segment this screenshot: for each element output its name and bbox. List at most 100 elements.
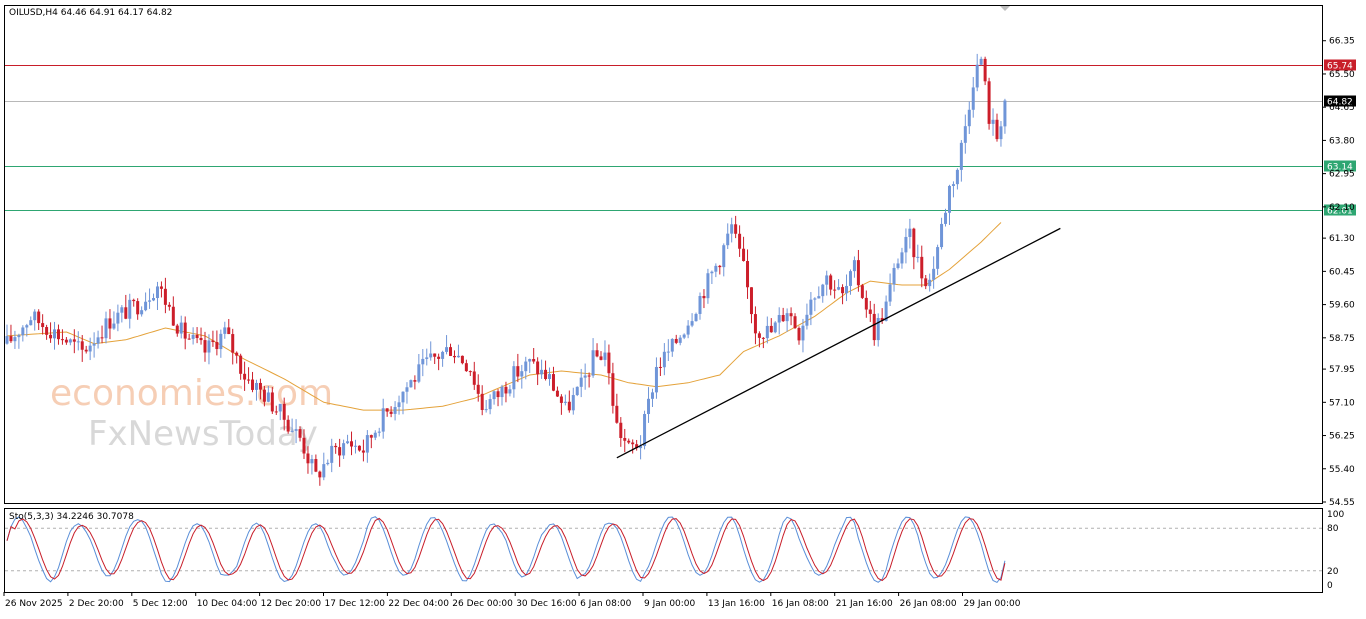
level-tag-bg-65.74 bbox=[1324, 59, 1356, 71]
x-tick-label: 30 Dec 16:00 bbox=[516, 599, 577, 609]
candle-body bbox=[571, 395, 575, 411]
moving-average bbox=[6, 222, 1002, 411]
candle-body bbox=[694, 313, 698, 322]
candle-body bbox=[971, 87, 975, 110]
candle-body bbox=[68, 339, 72, 343]
candle-body bbox=[314, 459, 318, 472]
candle-body bbox=[500, 386, 504, 398]
trendline bbox=[616, 227, 1061, 459]
y-tick-label: 55.40 bbox=[1329, 465, 1355, 475]
x-tick-label: 6 Jan 08:00 bbox=[580, 599, 632, 609]
stochastic-tick-label: 80 bbox=[1327, 524, 1339, 534]
x-tick-label: 22 Dec 04:00 bbox=[388, 599, 449, 609]
stochastic-header: Sto(5,3,3) 34.2246 30.7078 bbox=[9, 512, 134, 522]
stochastic-lines: 100 80 20 0 bbox=[5, 510, 1344, 591]
candle-body bbox=[112, 323, 116, 329]
y-tick-label: 58.75 bbox=[1329, 334, 1355, 344]
candle-body bbox=[963, 126, 967, 143]
candle-body bbox=[108, 318, 112, 329]
candle-body bbox=[797, 328, 801, 341]
candle-body bbox=[746, 261, 750, 288]
candle-body bbox=[880, 317, 884, 321]
candle-body bbox=[647, 398, 651, 415]
y-tick-label: 60.45 bbox=[1329, 267, 1355, 277]
candle-body bbox=[56, 329, 60, 340]
candle-body bbox=[682, 334, 686, 338]
candle-body bbox=[738, 233, 742, 249]
y-tick-label: 54.55 bbox=[1329, 498, 1355, 508]
x-tick-label: 12 Dec 20:00 bbox=[261, 599, 322, 609]
candle-body bbox=[789, 313, 793, 317]
candle-body bbox=[670, 338, 674, 352]
y-tick-label: 56.25 bbox=[1329, 432, 1355, 442]
candle-body bbox=[377, 431, 381, 433]
candle-body bbox=[575, 386, 579, 396]
stochastic-signal-line bbox=[6, 517, 1006, 582]
candle-body bbox=[702, 296, 706, 299]
candle-body bbox=[76, 341, 80, 343]
candle-body bbox=[809, 299, 813, 315]
candle-body bbox=[928, 279, 932, 287]
watermark-economies: economies.com bbox=[50, 373, 333, 414]
chart-shift-marker[interactable] bbox=[1000, 6, 1010, 11]
candle-body bbox=[856, 260, 860, 286]
candle-body bbox=[480, 393, 484, 410]
candle-body bbox=[302, 437, 306, 454]
candle-body bbox=[365, 435, 369, 453]
candle-body bbox=[350, 441, 354, 447]
candle-body bbox=[504, 386, 508, 394]
candle-body bbox=[64, 339, 68, 343]
candle-body bbox=[813, 298, 817, 300]
candle-body bbox=[686, 325, 690, 335]
candle-body bbox=[492, 391, 496, 400]
candle-body bbox=[369, 435, 373, 438]
candle-body bbox=[757, 333, 761, 338]
candle-body bbox=[904, 236, 908, 253]
candle-body bbox=[888, 284, 892, 302]
candle-body bbox=[924, 278, 928, 287]
candle-body bbox=[579, 377, 583, 387]
candle-body bbox=[829, 275, 833, 290]
candle-body bbox=[678, 337, 682, 343]
candle-body bbox=[674, 338, 678, 343]
candle-body bbox=[282, 403, 286, 420]
candle-body bbox=[381, 408, 385, 432]
candle-body bbox=[666, 351, 670, 353]
candle-body bbox=[698, 296, 702, 314]
candle-body bbox=[298, 429, 302, 438]
candle-body bbox=[357, 445, 361, 451]
candle-body bbox=[753, 314, 757, 334]
candle-body bbox=[219, 333, 223, 350]
candle-body bbox=[761, 337, 765, 339]
y-tick-label: 57.10 bbox=[1329, 398, 1355, 408]
candle-body bbox=[53, 329, 57, 339]
x-tick-label: 16 Jan 08:00 bbox=[772, 599, 829, 609]
candle-body bbox=[540, 369, 544, 375]
candle-body bbox=[947, 185, 951, 213]
candle-body bbox=[33, 311, 37, 321]
y-tick-label: 65.50 bbox=[1329, 70, 1355, 80]
candle-body bbox=[227, 327, 231, 335]
candle-body bbox=[21, 327, 25, 336]
candle-body bbox=[995, 119, 999, 140]
candle-body bbox=[801, 325, 805, 341]
candle-body bbox=[124, 307, 128, 319]
moving-average-line bbox=[6, 222, 1002, 411]
candle-body bbox=[536, 361, 540, 375]
candle-body bbox=[940, 223, 944, 248]
candle-body bbox=[936, 247, 940, 269]
candle-body bbox=[516, 366, 520, 377]
candle-body bbox=[722, 245, 726, 268]
candle-body bbox=[496, 391, 500, 398]
candle-body bbox=[41, 323, 45, 328]
candle-body bbox=[484, 409, 488, 411]
price-axis: 66.35 65.50 64.65 63.80 62.95 62.10 61.30 60.45… bbox=[1322, 37, 1355, 508]
candle-body bbox=[326, 462, 330, 465]
candle-body bbox=[270, 392, 274, 412]
candle-body bbox=[591, 350, 595, 376]
candle-body bbox=[128, 299, 132, 319]
candle-body bbox=[175, 325, 179, 334]
candle-body bbox=[912, 228, 916, 258]
